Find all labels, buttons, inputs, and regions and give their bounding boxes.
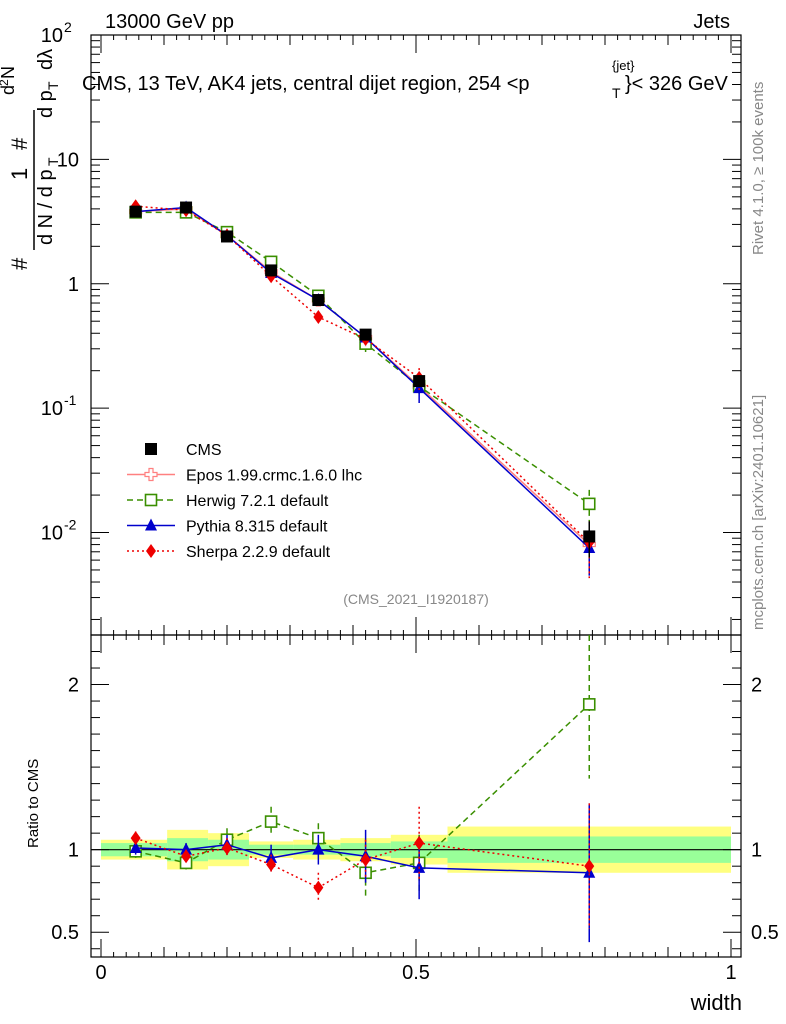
main-point-sherpa xyxy=(313,310,324,325)
ratio-ytick-label-right-1: 1 xyxy=(751,840,762,862)
ratio-line-pythia xyxy=(135,843,590,874)
ratio-ytick-label-right-2: 2 xyxy=(751,675,762,697)
ratio-point-sherpa xyxy=(414,836,425,851)
svg-text:1: 1 xyxy=(7,168,32,180)
legend-label: Epos 1.99.crmc.1.6.0 lhc xyxy=(186,468,362,485)
main-line-pythia xyxy=(135,206,590,549)
legend: CMS Epos 1.99.crmc.1.6.0 lhc Herwig 7.2.1 … xyxy=(127,442,362,561)
ratio-ytick-label-2: 2 xyxy=(68,675,79,697)
main-point-cms xyxy=(583,530,596,543)
legend-marker xyxy=(144,493,158,507)
ratio-point-pythia xyxy=(265,850,278,863)
svg-text:#: # xyxy=(7,257,32,270)
title-main: CMS, 13 TeV, AK4 jets, central dijet reg… xyxy=(82,73,530,95)
title-end: }< 326 GeV xyxy=(625,73,729,95)
legend-label: CMS xyxy=(186,442,222,459)
svg-text:T: T xyxy=(45,157,61,166)
ratio-panel: 0.5 0.5 1 1 2 2 0 0.5 1 xyxy=(51,634,779,984)
ratio-point-sherpa xyxy=(130,831,141,846)
main-ytick-label-2: 1 xyxy=(68,274,79,296)
main-line-herwig xyxy=(135,211,590,505)
main-ylabel: # 1 d N / d p T # d 2 N d p T dλ xyxy=(0,49,61,270)
legend-item-herwig: Herwig 7.2.1 default xyxy=(127,493,329,510)
ratio-point-sherpa xyxy=(266,857,277,872)
ratio-point-herwig xyxy=(582,698,596,711)
main-ytick-label-4: 10 xyxy=(41,25,63,47)
ratio-ytick-label-0: 0.5 xyxy=(51,922,79,944)
ratio-ytick-label-right-0: 0.5 xyxy=(751,922,779,944)
ratio-series xyxy=(129,635,596,943)
svg-text:N: N xyxy=(0,66,18,79)
main-ytick-label-1: 10 xyxy=(41,398,63,420)
legend-item-pythia: Pythia 8.315 default xyxy=(127,518,328,536)
main-series-cms xyxy=(129,201,596,558)
ratio-point-sherpa xyxy=(584,859,595,874)
ratio-series-sherpa xyxy=(130,803,595,929)
main-point-herwig xyxy=(582,497,596,511)
xtick-label-1: 0.5 xyxy=(402,962,430,984)
x-axis-label: width xyxy=(690,990,742,1015)
xtick-label-0: 0 xyxy=(95,962,106,984)
ratio-ylabel: Ratio to CMS xyxy=(25,759,42,848)
main-point-cms xyxy=(221,230,233,243)
legend-item-cms: CMS xyxy=(145,442,222,459)
legend-marker xyxy=(146,544,156,558)
main-point-cms xyxy=(359,328,372,341)
main-point-cms xyxy=(265,264,278,277)
category-label: Jets xyxy=(693,11,730,33)
main-ytick-exp-4: 2 xyxy=(64,19,72,35)
ratio-line-sherpa xyxy=(135,837,590,889)
svg-text:2: 2 xyxy=(0,79,11,86)
svg-text:T: T xyxy=(45,81,61,90)
ratio-point-sherpa xyxy=(181,849,192,864)
title-subscript: T xyxy=(612,85,621,101)
legend-marker xyxy=(145,443,157,455)
main-point-cms xyxy=(180,201,193,214)
legend-item-sherpa: Sherpa 2.2.9 default xyxy=(127,544,331,561)
main-point-cms xyxy=(129,205,142,218)
ratio-point-herwig xyxy=(264,815,278,828)
svg-text:d N / d p: d N / d p xyxy=(35,169,57,245)
rivet-version: Rivet 4.1.0, ≥ 100k events xyxy=(750,82,767,255)
main-ytick-exp-0: -2 xyxy=(64,517,77,533)
svg-text:dλ: dλ xyxy=(35,49,57,70)
ratio-point-sherpa xyxy=(313,880,324,895)
energy-label: 13000 GeV pp xyxy=(105,11,234,33)
ratio-frame-border xyxy=(90,634,742,958)
ratio-ytick-label-1: 1 xyxy=(68,840,79,862)
plot-title: CMS, 13 TeV, AK4 jets, central dijet reg… xyxy=(82,58,729,101)
legend-label: Sherpa 2.2.9 default xyxy=(186,544,331,561)
svg-text:#: # xyxy=(7,137,32,150)
main-ytick-label-3: 10 xyxy=(57,149,79,171)
ratio-point-sherpa xyxy=(222,841,232,856)
svg-text:d: d xyxy=(0,85,18,95)
legend-marker xyxy=(144,467,158,482)
main-series xyxy=(129,199,596,579)
xtick-label-2: 1 xyxy=(725,962,736,984)
legend-label: Pythia 8.315 default xyxy=(186,519,328,536)
mcplots-reference: mcplots.cern.ch [arXiv:2401.10621] xyxy=(750,395,767,630)
legend-marker xyxy=(145,518,157,531)
main-ytick-label-0: 10 xyxy=(41,523,63,545)
ratio-point-sherpa xyxy=(360,852,371,867)
svg-text:d p: d p xyxy=(35,90,57,118)
title-superscript: {jet} xyxy=(612,58,635,73)
analysis-watermark: (CMS_2021_I1920187) xyxy=(343,591,489,607)
legend-label: Herwig 7.2.1 default xyxy=(186,493,329,510)
ratio-point-pythia xyxy=(129,841,142,854)
ratio-line-herwig xyxy=(135,703,590,874)
ratio-point-pythia xyxy=(312,842,325,855)
main-point-cms xyxy=(413,375,426,388)
main-point-cms xyxy=(312,294,325,307)
ratio-point-pythia xyxy=(180,842,193,855)
main-ytick-exp-1: -1 xyxy=(64,392,77,408)
legend-item-epos: Epos 1.99.crmc.1.6.0 lhc xyxy=(127,468,362,485)
